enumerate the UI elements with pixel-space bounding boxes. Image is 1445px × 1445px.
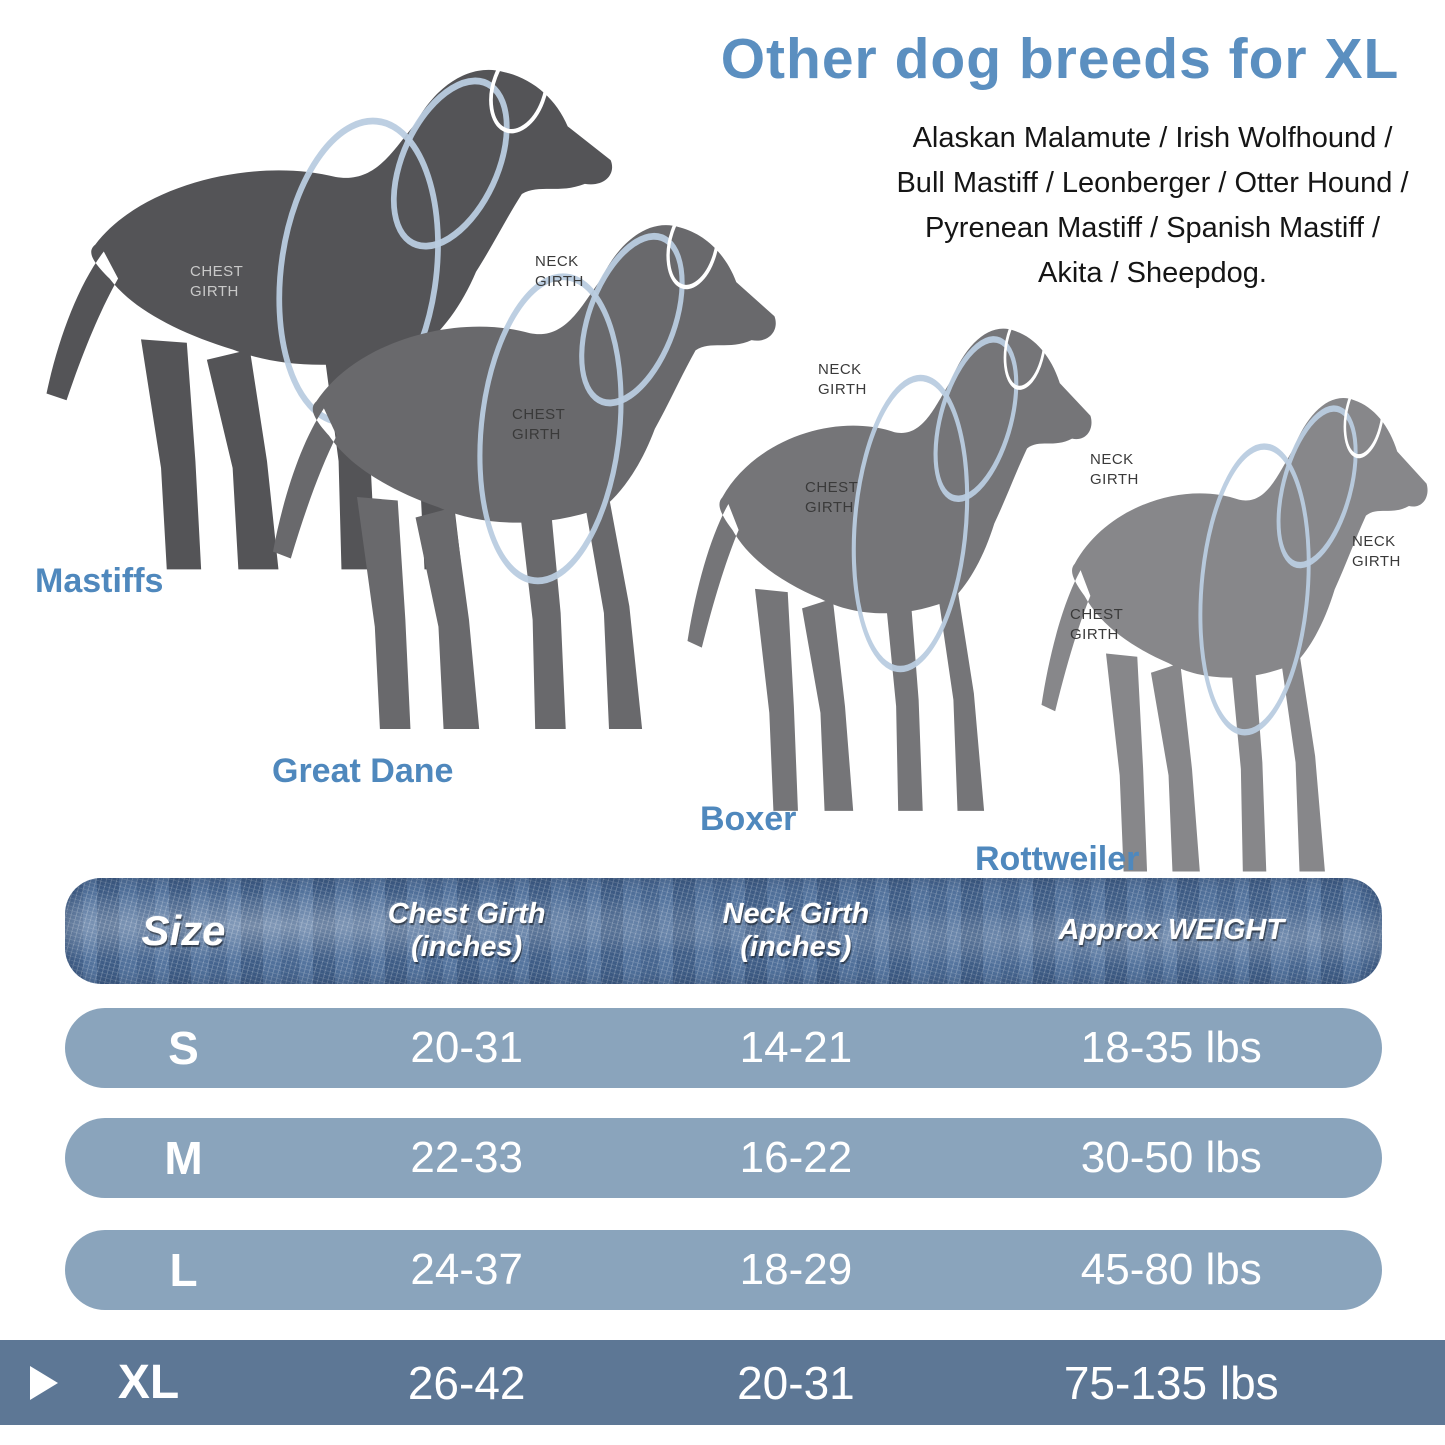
neck-value: 20-31 (737, 1356, 855, 1409)
neck-girth-label-great-dane: NECK GIRTH (818, 361, 867, 398)
weight-value: 45-80 lbs (1080, 1245, 1262, 1294)
weight-value: 75-135 lbs (1063, 1356, 1279, 1409)
size-row-m: M 22-33 16-22 30-50 lbs (65, 1118, 1382, 1198)
breed-list-line: Alaskan Malamute / Irish Wolfhound / (912, 122, 1393, 154)
breed-name-great-dane: Great Dane (272, 752, 454, 790)
size-value: M (164, 1132, 203, 1184)
chest-girth-label-mastiff: CHEST GIRTH (190, 263, 244, 300)
header-neck-girth: Neck Girth (inches) (722, 897, 870, 963)
size-row-l: L 24-37 18-29 45-80 lbs (65, 1230, 1382, 1310)
header-chest-girth: Chest Girth (inches) (387, 897, 546, 963)
neck-girth-label-rottweiler: NECK GIRTH (1352, 533, 1401, 570)
size-row-xl-highlighted: XL 26-42 20-31 75-135 lbs (0, 1340, 1445, 1425)
size-row-s: S 20-31 14-21 18-35 lbs (65, 1008, 1382, 1088)
size-value: XL (117, 1356, 180, 1409)
neck-value: 16-22 (739, 1133, 853, 1182)
header-approx-weight: Approx WEIGHT (1058, 914, 1285, 947)
page-title: Other dog breeds for XL (720, 27, 1400, 91)
size-table-header: Size Chest Girth (inches) Neck Girth (in… (65, 878, 1382, 984)
breed-name-boxer: Boxer (700, 800, 797, 838)
chest-value: 26-42 (407, 1356, 526, 1409)
chest-value: 22-33 (410, 1133, 523, 1182)
xl-breed-list: Alaskan Malamute / Irish Wolfhound / Bul… (880, 116, 1425, 296)
neck-value: 18-29 (739, 1245, 853, 1294)
breed-list-line: Akita / Sheepdog. (1038, 256, 1267, 289)
size-value: L (169, 1244, 198, 1296)
chest-girth-label-rottweiler: CHEST GIRTH (1070, 606, 1124, 643)
chest-value: 20-31 (410, 1023, 523, 1072)
xl-row-pointer-icon (30, 1365, 58, 1400)
chest-girth-label-boxer: CHEST GIRTH (805, 479, 859, 516)
neck-girth-label-boxer: NECK GIRTH (1090, 451, 1139, 488)
neck-value: 14-21 (739, 1023, 853, 1072)
chest-girth-label-great-dane: CHEST GIRTH (512, 406, 566, 443)
header-size: Size (141, 907, 226, 954)
breed-name-mastiffs: Mastiffs (35, 562, 164, 600)
size-value: S (168, 1022, 199, 1074)
chest-value: 24-37 (410, 1245, 523, 1294)
breed-list-line: Pyrenean Mastiff / Spanish Mastiff / (924, 211, 1381, 244)
weight-value: 30-50 lbs (1080, 1133, 1262, 1182)
breed-list-line: Bull Mastiff / Leonberger / Otter Hound … (896, 166, 1409, 199)
breed-name-rottweiler: Rottweiler (975, 840, 1140, 878)
weight-value: 18-35 lbs (1080, 1023, 1262, 1072)
neck-girth-label-mastiff: NECK GIRTH (535, 253, 584, 290)
